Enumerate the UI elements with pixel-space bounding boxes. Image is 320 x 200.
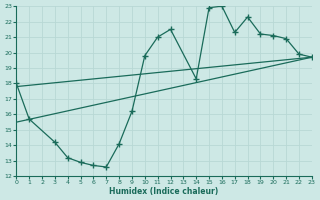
X-axis label: Humidex (Indice chaleur): Humidex (Indice chaleur) xyxy=(109,187,219,196)
